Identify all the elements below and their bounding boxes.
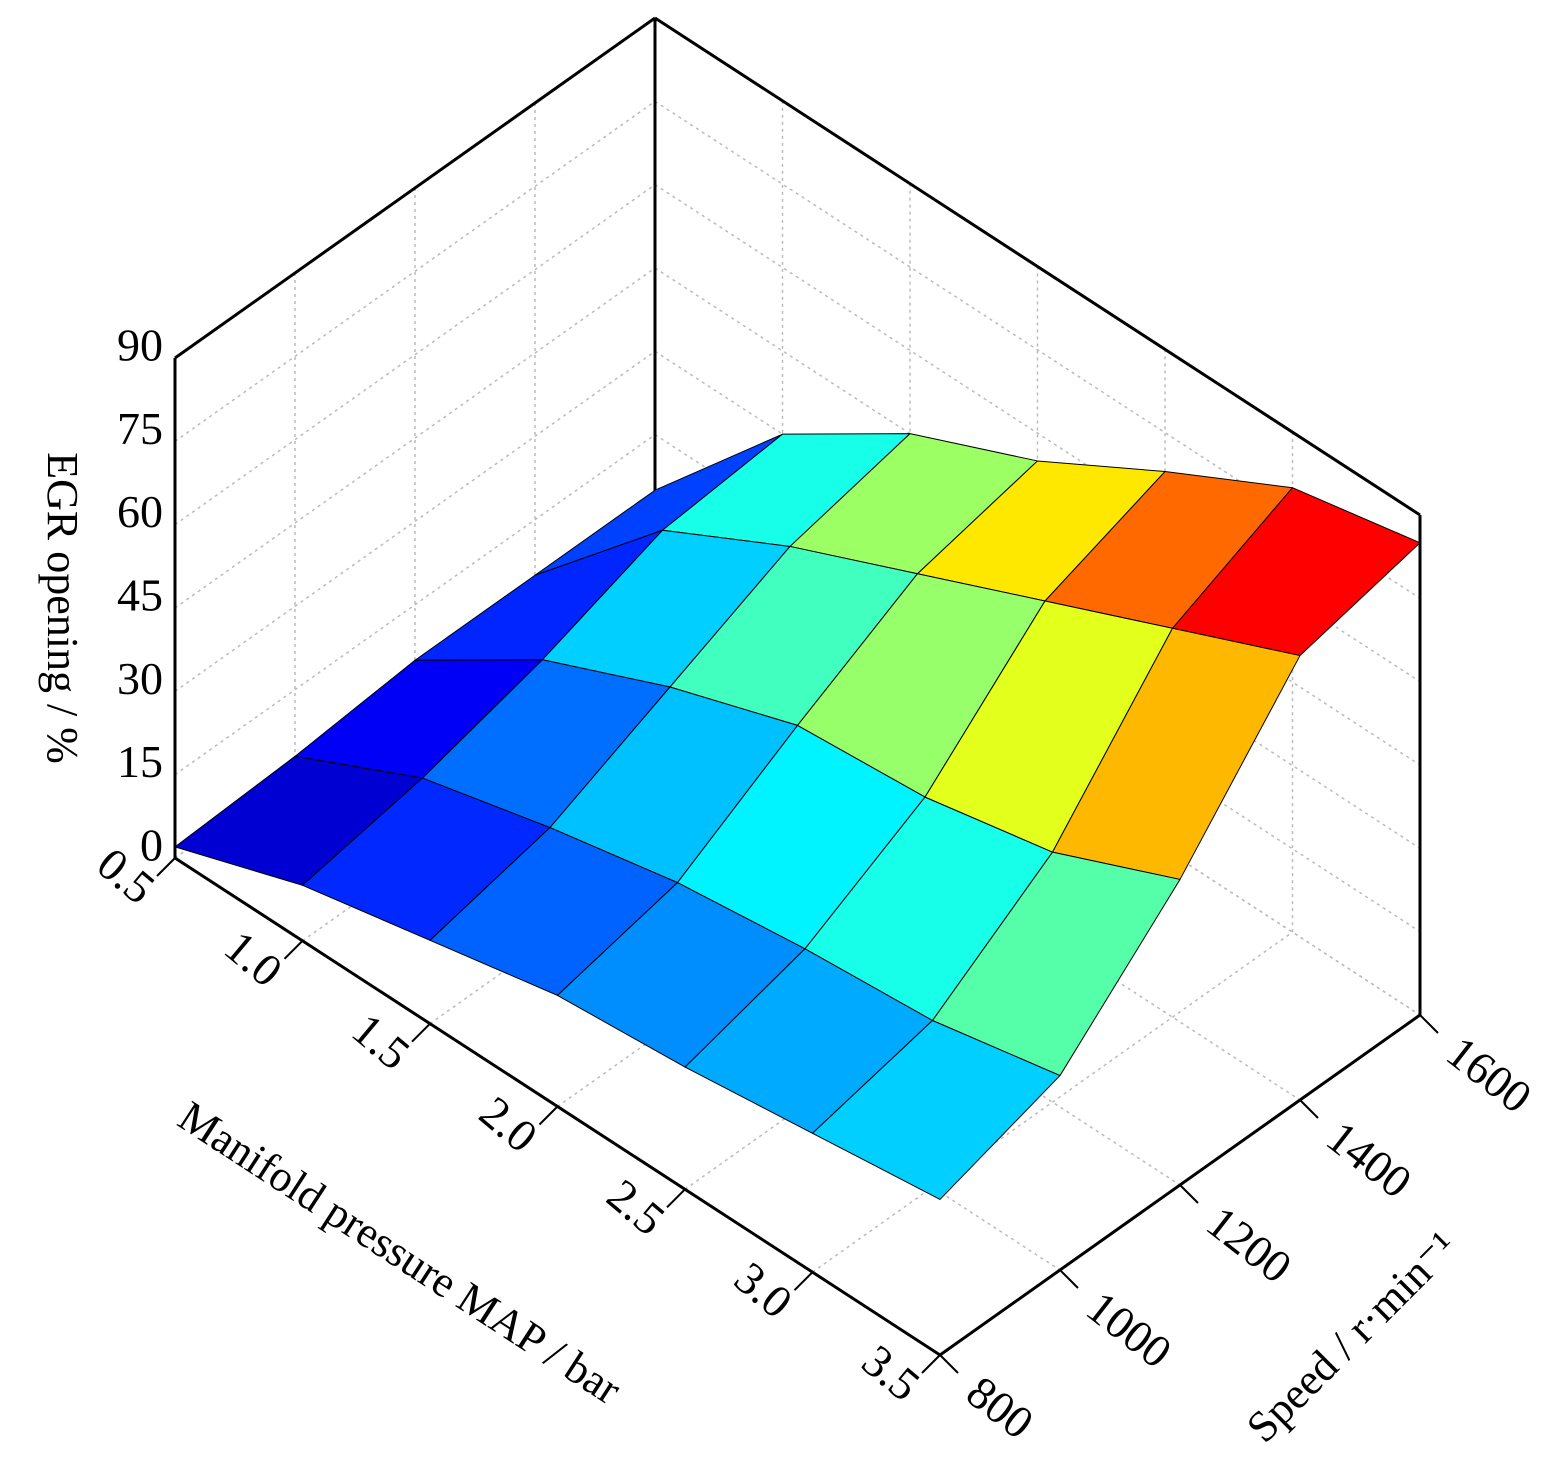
tick-mark (1059, 1269, 1079, 1289)
z-tick-label: 60 (117, 486, 163, 537)
tick-mark (1419, 1014, 1439, 1034)
tick-mark (921, 1354, 941, 1374)
y-tick-label: 800 (957, 1366, 1043, 1449)
tick-mark (156, 857, 176, 877)
grid-line (174, 267, 656, 609)
tick-mark (1179, 1184, 1199, 1204)
z-tick-label: 90 (117, 320, 163, 371)
z-tick-label: 0 (140, 820, 163, 871)
grid-line (174, 100, 656, 442)
x-axis-title: Manifold pressure MAP / bar (170, 1092, 630, 1415)
axis-line (174, 16, 656, 360)
tick-mark (666, 1188, 686, 1209)
tick-mark (1299, 1099, 1319, 1119)
grid-line (654, 184, 1421, 683)
x-tick-label: 1.0 (215, 921, 292, 997)
x-tick-label: 3.5 (853, 1335, 930, 1411)
z-tick-label: 15 (117, 736, 163, 787)
grid-line (654, 100, 1421, 599)
y-tick-label: 1400 (1317, 1111, 1421, 1208)
y-tick-label: 1200 (1197, 1196, 1301, 1293)
y-tick-label: 1000 (1077, 1281, 1181, 1378)
x-tick-label: 2.0 (470, 1086, 547, 1162)
x-tick-label: 1.5 (343, 1003, 420, 1079)
z-tick-label: 75 (117, 403, 163, 454)
grid-line (174, 350, 656, 692)
grid-line (812, 931, 1293, 1273)
tick-mark (538, 1105, 559, 1126)
axis-line (654, 16, 1421, 517)
tick-mark (411, 1022, 431, 1043)
grid-line (174, 434, 656, 776)
z-tick-label: 30 (117, 653, 163, 704)
tick-mark (793, 1271, 814, 1291)
x-tick-label: 3.0 (725, 1252, 802, 1328)
grid-line (174, 184, 656, 526)
x-tick-label: 2.5 (598, 1169, 675, 1245)
tick-mark (283, 940, 304, 960)
y-tick-label: 1600 (1437, 1026, 1541, 1123)
tick-mark (939, 1354, 959, 1374)
surface-patch (812, 1020, 1061, 1200)
z-tick-label: 45 (117, 570, 163, 621)
z-axis-title: EGR opening / % (38, 452, 87, 764)
